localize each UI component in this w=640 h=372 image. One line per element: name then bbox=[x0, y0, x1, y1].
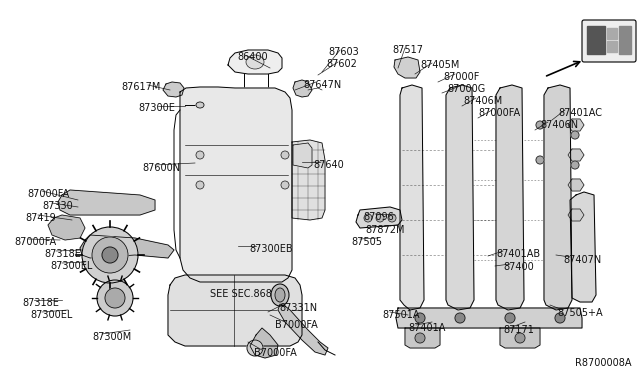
Text: 87331N: 87331N bbox=[279, 303, 317, 313]
Text: 87505+A: 87505+A bbox=[557, 308, 603, 318]
Bar bbox=[607, 41, 617, 52]
Ellipse shape bbox=[271, 284, 289, 306]
Circle shape bbox=[196, 151, 204, 159]
Polygon shape bbox=[293, 143, 312, 168]
Polygon shape bbox=[394, 57, 420, 78]
Polygon shape bbox=[568, 209, 584, 221]
Text: 87872M: 87872M bbox=[365, 225, 404, 235]
Polygon shape bbox=[292, 140, 325, 220]
Text: 87000FA: 87000FA bbox=[14, 237, 56, 247]
Ellipse shape bbox=[246, 55, 264, 69]
Text: 87330: 87330 bbox=[42, 201, 73, 211]
Text: 87000G: 87000G bbox=[447, 84, 485, 94]
Text: 87300EL: 87300EL bbox=[50, 261, 92, 271]
Circle shape bbox=[505, 313, 515, 323]
Text: 87401AC: 87401AC bbox=[558, 108, 602, 118]
Text: B7000FA: B7000FA bbox=[275, 320, 317, 330]
Polygon shape bbox=[180, 87, 292, 282]
Text: B7000FA: B7000FA bbox=[254, 348, 297, 358]
Text: 87517: 87517 bbox=[392, 45, 423, 55]
Text: 87000FA: 87000FA bbox=[27, 189, 69, 199]
Text: SEE SEC.868: SEE SEC.868 bbox=[210, 289, 272, 299]
Circle shape bbox=[105, 288, 125, 308]
Polygon shape bbox=[58, 190, 155, 215]
Polygon shape bbox=[278, 304, 328, 355]
Text: 87603: 87603 bbox=[328, 47, 359, 57]
Circle shape bbox=[555, 313, 565, 323]
Text: 87318E: 87318E bbox=[44, 249, 81, 259]
Circle shape bbox=[281, 181, 289, 189]
Text: 87000F: 87000F bbox=[443, 72, 479, 82]
Polygon shape bbox=[400, 85, 424, 310]
FancyBboxPatch shape bbox=[582, 20, 636, 62]
Polygon shape bbox=[568, 179, 584, 191]
Text: 87505: 87505 bbox=[351, 237, 382, 247]
Polygon shape bbox=[500, 328, 540, 348]
Polygon shape bbox=[356, 207, 402, 228]
Circle shape bbox=[102, 247, 118, 263]
Polygon shape bbox=[405, 328, 440, 348]
Circle shape bbox=[455, 313, 465, 323]
Text: 87602: 87602 bbox=[326, 59, 357, 69]
Circle shape bbox=[571, 161, 579, 169]
Circle shape bbox=[536, 156, 544, 164]
Polygon shape bbox=[293, 80, 312, 97]
Text: 87300M: 87300M bbox=[92, 332, 131, 342]
Polygon shape bbox=[163, 82, 184, 97]
Text: 87300E: 87300E bbox=[138, 103, 175, 113]
Polygon shape bbox=[48, 215, 85, 240]
Text: 87401A: 87401A bbox=[408, 323, 445, 333]
Text: 87617M: 87617M bbox=[121, 82, 161, 92]
Circle shape bbox=[97, 280, 133, 316]
Polygon shape bbox=[228, 50, 282, 74]
Ellipse shape bbox=[196, 102, 204, 108]
Bar bbox=[587, 26, 605, 54]
Circle shape bbox=[196, 181, 204, 189]
Text: 87406N: 87406N bbox=[540, 120, 578, 130]
Polygon shape bbox=[568, 149, 584, 161]
Text: 87300EL: 87300EL bbox=[30, 310, 72, 320]
Circle shape bbox=[571, 131, 579, 139]
Text: 86400: 86400 bbox=[237, 52, 268, 62]
Polygon shape bbox=[496, 85, 524, 310]
Polygon shape bbox=[80, 235, 174, 258]
Circle shape bbox=[415, 333, 425, 343]
Text: 87600N: 87600N bbox=[142, 163, 180, 173]
Circle shape bbox=[536, 121, 544, 129]
Circle shape bbox=[415, 313, 425, 323]
Polygon shape bbox=[446, 85, 474, 310]
Circle shape bbox=[247, 340, 263, 356]
Text: 87407N: 87407N bbox=[563, 255, 601, 265]
Text: 87419: 87419 bbox=[25, 213, 56, 223]
Text: 87318E: 87318E bbox=[22, 298, 59, 308]
Circle shape bbox=[515, 333, 525, 343]
Text: 87501A: 87501A bbox=[382, 310, 419, 320]
Circle shape bbox=[364, 214, 372, 222]
Polygon shape bbox=[250, 328, 278, 358]
Text: 87401AB: 87401AB bbox=[496, 249, 540, 259]
Text: 87000FA: 87000FA bbox=[478, 108, 520, 118]
Polygon shape bbox=[544, 85, 572, 310]
Text: 87406M: 87406M bbox=[463, 96, 502, 106]
Text: 87405M: 87405M bbox=[420, 60, 460, 70]
Bar bbox=[607, 28, 617, 39]
Text: 87171: 87171 bbox=[503, 325, 534, 335]
Circle shape bbox=[281, 151, 289, 159]
Text: 87096: 87096 bbox=[363, 212, 394, 222]
Text: 87300EB: 87300EB bbox=[249, 244, 292, 254]
Circle shape bbox=[376, 214, 384, 222]
Text: 87647N: 87647N bbox=[303, 80, 341, 90]
Bar bbox=[619, 26, 631, 54]
Circle shape bbox=[388, 214, 396, 222]
Text: R8700008A: R8700008A bbox=[575, 358, 632, 368]
Polygon shape bbox=[168, 275, 302, 346]
Text: 87400: 87400 bbox=[503, 262, 534, 272]
Circle shape bbox=[82, 227, 138, 283]
Ellipse shape bbox=[275, 288, 285, 302]
Text: 87640: 87640 bbox=[313, 160, 344, 170]
Polygon shape bbox=[568, 119, 584, 131]
Circle shape bbox=[92, 237, 128, 273]
Polygon shape bbox=[570, 192, 596, 302]
Polygon shape bbox=[396, 308, 582, 328]
